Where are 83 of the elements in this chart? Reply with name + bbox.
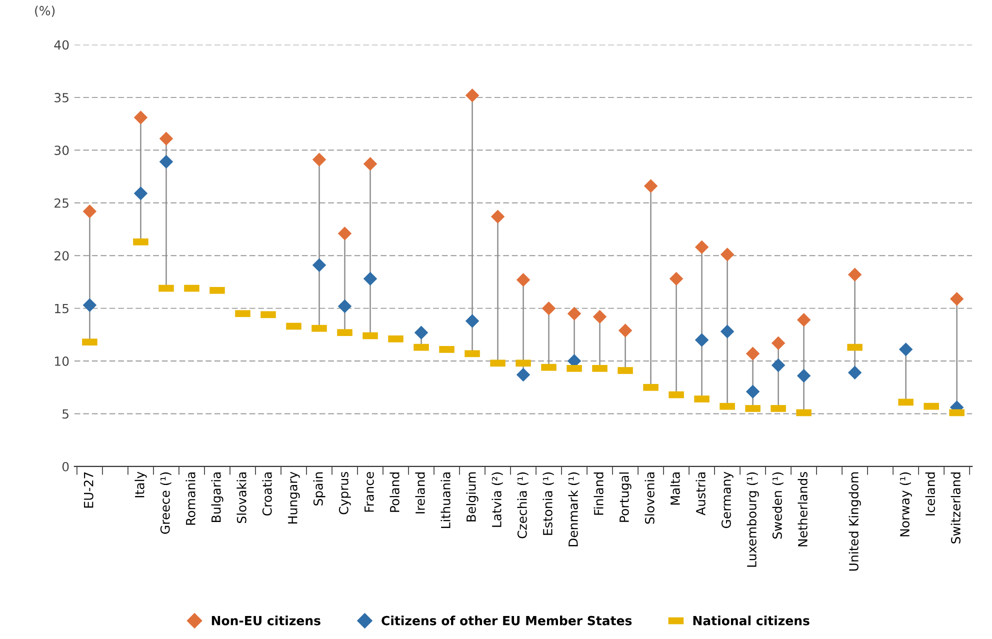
point [465,88,480,102]
point [848,268,862,282]
legend-label: Citizens of other EU Member States [382,616,632,626]
point [312,152,326,167]
point [950,292,964,306]
point [338,226,352,240]
point [134,110,148,124]
x-tick-label: Finland [594,472,604,515]
x-tick-label: Iceland [925,472,935,516]
x-tick-label: Latvia (²) [492,472,503,527]
y-tick-label: 15 [55,304,68,314]
x-tick-label: Malta [670,472,680,505]
x-tick-label: Belgium [466,472,478,522]
x-tick-label: Lithuania [440,472,450,528]
x-tick-label: Italy [134,472,147,498]
y-tick-label: 0 [62,462,69,472]
x-tick-label: Portugal [619,472,632,522]
x-tick-label: Luxembourg (¹) [746,472,759,567]
point [746,384,760,398]
x-tick-label: Denmark (¹) [568,472,580,546]
point [618,324,632,338]
x-tick-label: France [364,472,374,512]
point [898,342,913,356]
y-tick-label: 10 [55,356,69,366]
x-tick-label: Croatia [262,472,272,516]
y-tick-label: 5 [62,409,68,419]
point [516,272,530,287]
point [669,272,684,286]
x-tick-label: Austria [696,472,706,516]
x-tick-label: Romania [186,472,196,525]
x-tick-label: Slovakia [236,472,246,523]
legend-label: National citizens [693,616,810,626]
x-tick-label: Poland [390,472,400,512]
point [694,333,709,347]
point [338,299,352,314]
point [516,368,530,382]
point [720,324,734,338]
y-tick-label: 20 [54,251,69,261]
x-tick-label: Switzerland [950,472,960,544]
point [363,157,378,171]
point [363,272,378,286]
point [414,326,428,340]
x-tick-label: Estonia (¹) [542,472,554,535]
y-axis-title: (%) [35,6,55,17]
point [490,210,505,224]
point [159,154,174,169]
x-tick-label: Spain [313,472,326,506]
point [771,358,786,372]
x-tick-label: Cyprus [338,472,351,514]
x-tick-label: Hungary [288,472,300,524]
x-tick-label: Ireland [415,472,425,514]
point [848,366,862,380]
y-tick-label: 40 [54,40,69,50]
y-tick-label: 35 [54,92,68,102]
point [796,313,811,327]
point [746,346,760,361]
x-tick-label: Czechia (¹) [517,472,528,538]
x-tick-label: Sweden (¹) [772,472,784,539]
point [796,368,811,383]
point [694,240,709,254]
x-tick-label: Bulgaria [211,472,224,522]
x-tick-label: Netherlands [798,472,808,546]
point [82,298,97,312]
point [312,258,326,272]
y-tick-label: 25 [54,198,68,208]
x-tick-label: Norway (¹) [900,472,912,536]
point [159,132,174,146]
point [567,306,582,320]
point [465,314,480,328]
point [134,186,148,200]
point [720,248,734,262]
x-tick-label: EU-27 [84,472,94,508]
point [644,179,658,193]
x-tick-label: Germany [721,472,734,528]
point [542,301,556,316]
x-tick-label: Slovenia [644,472,654,524]
point [82,204,97,218]
y-tick-label: 30 [54,146,69,156]
x-tick-label: United Kingdom [848,472,861,571]
point [592,310,607,324]
x-tick-label: Greece (¹) [160,472,172,534]
point [771,336,786,350]
legend-label: Non-EU citizens [212,616,320,626]
